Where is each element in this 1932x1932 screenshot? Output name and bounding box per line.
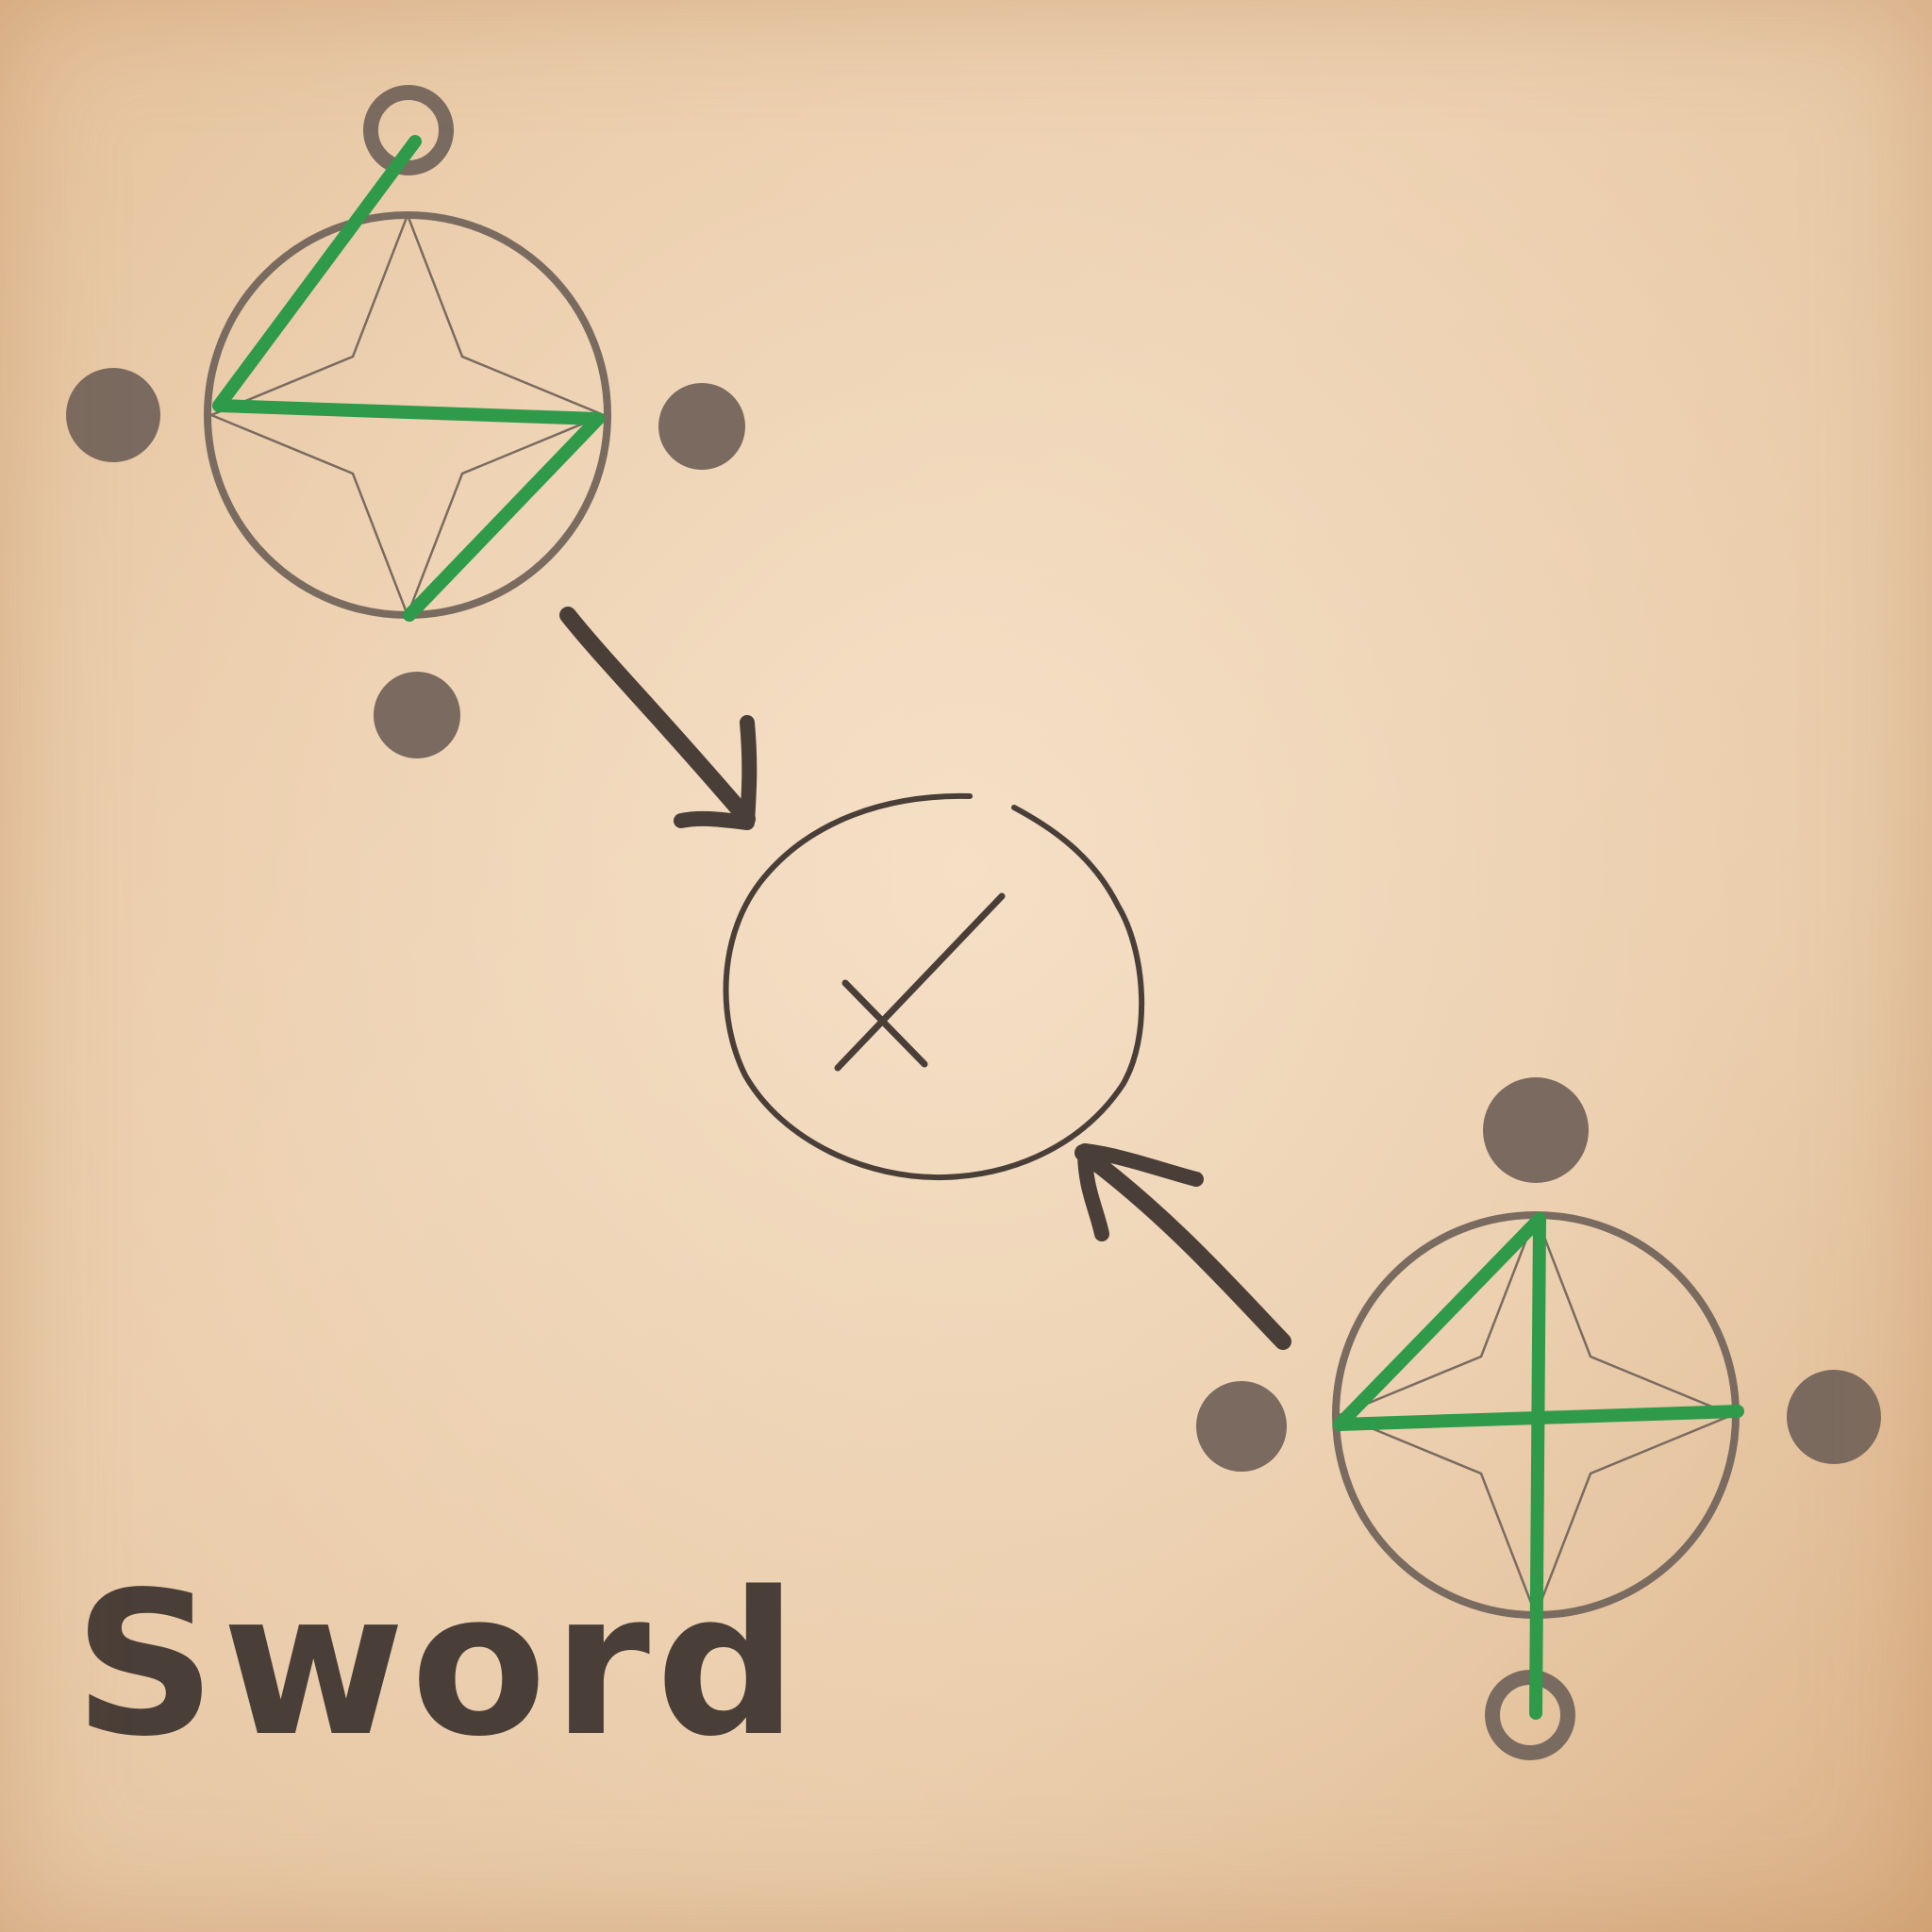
sword-icon xyxy=(834,892,1006,1072)
rune-top-left xyxy=(66,85,745,758)
stroke-path-2 xyxy=(1333,1212,1744,1720)
arrow-icon-out xyxy=(1074,1143,1291,1350)
start-ring-icon xyxy=(363,85,454,175)
dot-top xyxy=(1483,1077,1589,1183)
diagram-caption: Sword xyxy=(74,1549,804,1780)
dot-right xyxy=(658,383,745,470)
stroke-path-1 xyxy=(212,135,605,622)
result-circle xyxy=(723,792,1145,1181)
arrow-icon-in xyxy=(559,607,758,830)
dot-right xyxy=(1787,1370,1881,1464)
dot-bottom xyxy=(374,672,460,758)
rune-bottom-right xyxy=(1196,1077,1881,1760)
dot-left xyxy=(66,368,160,462)
dot-left xyxy=(1196,1381,1287,1472)
